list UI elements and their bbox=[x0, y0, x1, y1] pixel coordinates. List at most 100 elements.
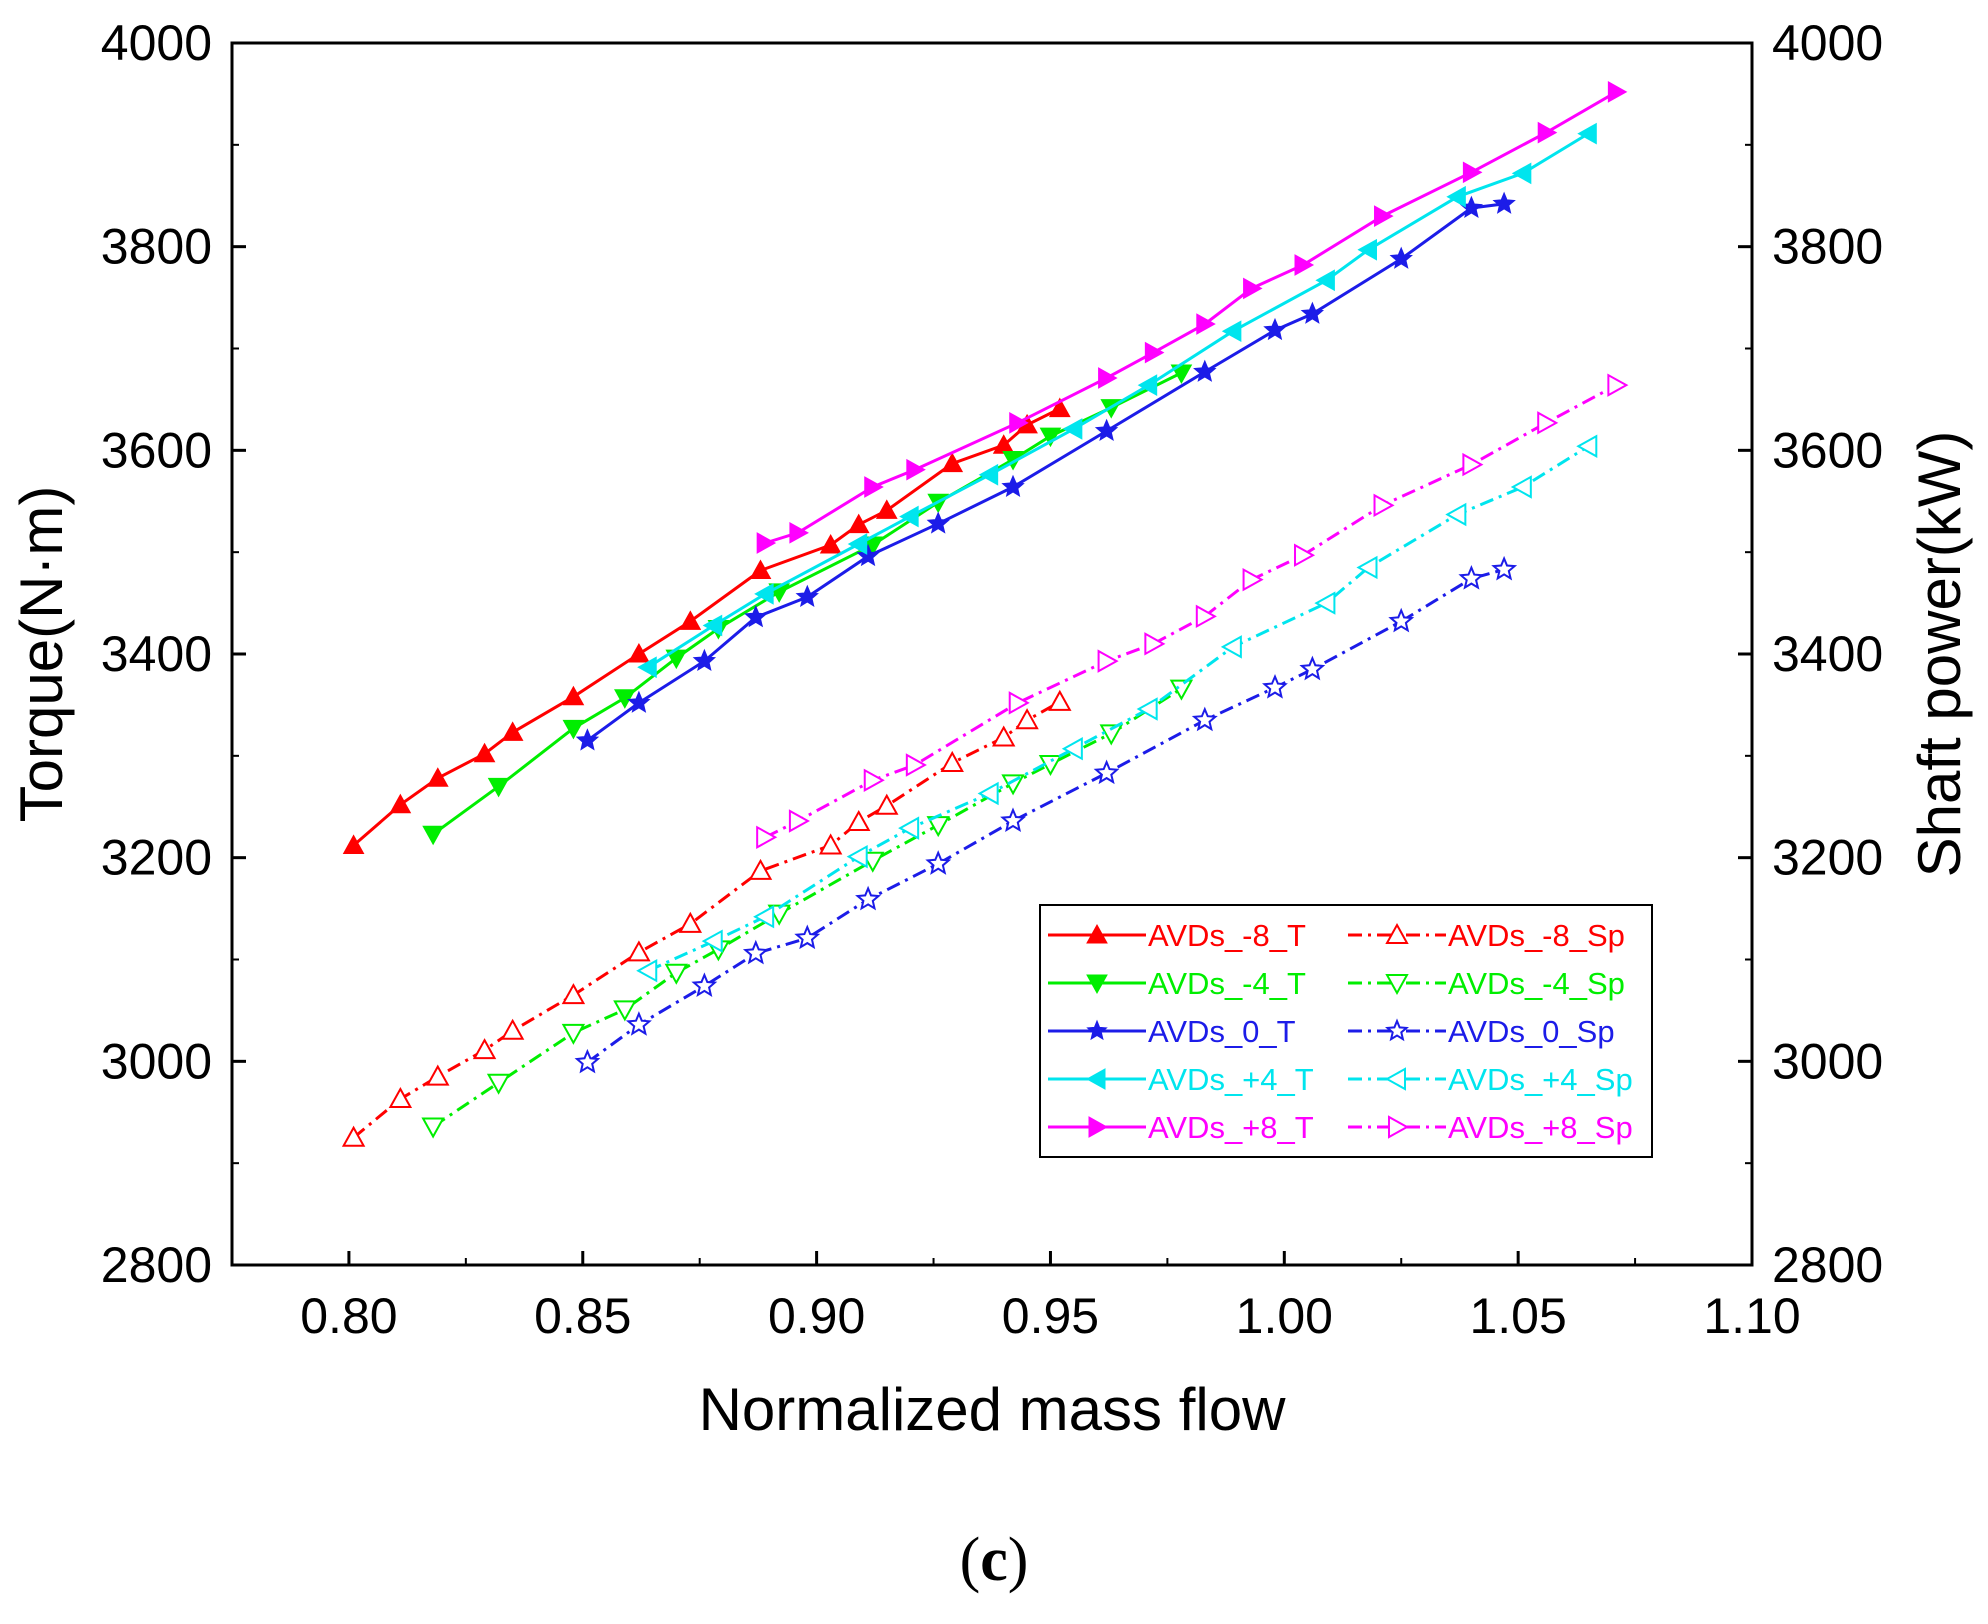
data-point bbox=[977, 781, 999, 806]
y2-tick-label: 2800 bbox=[1772, 1237, 1883, 1293]
series-AVDs_-4_T bbox=[422, 364, 1193, 846]
data-point bbox=[861, 851, 885, 873]
data-point bbox=[388, 1086, 413, 1109]
series-line bbox=[764, 90, 1618, 545]
data-point bbox=[795, 584, 819, 607]
caption-letter: c bbox=[980, 1526, 1008, 1594]
legend-marker bbox=[1085, 1068, 1106, 1090]
axes-layer: 0.80 0.85 0.90 0.95 1.00 1.05 1.10280030003200… bbox=[101, 15, 1883, 1344]
y-tick-label: 3800 bbox=[101, 219, 212, 275]
data-point bbox=[1220, 635, 1242, 659]
data-point bbox=[561, 1023, 586, 1045]
series-line bbox=[586, 202, 1505, 742]
series-line bbox=[764, 383, 1618, 839]
data-point bbox=[847, 809, 871, 832]
legend: AVDs_-8_T AVDs_-4_T AVDs_0_T AVDs_+4_T AVDs_… bbox=[1039, 904, 1653, 1158]
data-point bbox=[926, 511, 950, 534]
data-point bbox=[1262, 674, 1288, 699]
data-point bbox=[1015, 708, 1039, 730]
legend-label: AVDs_-4_T bbox=[1148, 966, 1306, 1001]
data-point bbox=[561, 983, 586, 1005]
data-point bbox=[1356, 555, 1378, 580]
data-point bbox=[899, 505, 919, 528]
legend-label: AVDs_+8_Sp bbox=[1448, 1110, 1633, 1145]
data-point bbox=[1000, 807, 1026, 832]
data-point bbox=[941, 452, 964, 473]
data-point bbox=[754, 583, 774, 605]
data-point bbox=[744, 604, 768, 628]
data-point bbox=[1195, 604, 1217, 629]
legend-entry: AVDs_+8_T bbox=[1048, 1110, 1314, 1145]
legend-entry: AVDs_-8_T bbox=[1048, 918, 1306, 953]
data-point bbox=[613, 1000, 637, 1022]
data-point bbox=[625, 1011, 652, 1036]
data-point bbox=[1061, 737, 1083, 761]
data-point bbox=[627, 690, 651, 713]
data-point bbox=[575, 728, 600, 751]
data-point bbox=[472, 1038, 497, 1060]
y-axis-title: Torque(N·m) bbox=[8, 486, 75, 823]
data-point bbox=[767, 904, 791, 926]
data-point bbox=[1445, 502, 1467, 527]
data-point bbox=[1374, 205, 1394, 227]
x-tick-label: 0.80 bbox=[300, 1288, 397, 1344]
legend-entry: AVDs_-4_Sp bbox=[1348, 966, 1625, 1001]
y2-tick-label: 3000 bbox=[1772, 1033, 1883, 1089]
data-point bbox=[1315, 269, 1335, 292]
data-point bbox=[1294, 543, 1316, 567]
data-point bbox=[756, 532, 777, 554]
data-point bbox=[905, 753, 927, 777]
data-point bbox=[500, 1018, 525, 1040]
data-point bbox=[1511, 162, 1532, 185]
y2-axis-title: Shaft power(kW) bbox=[1906, 431, 1973, 878]
data-point bbox=[1221, 320, 1242, 343]
data-point bbox=[1169, 679, 1194, 701]
legend-marker bbox=[1086, 1019, 1108, 1041]
x-tick-label: 1.05 bbox=[1469, 1288, 1566, 1344]
y-tick-label: 3400 bbox=[101, 626, 212, 682]
data-point bbox=[1048, 689, 1072, 711]
data-point bbox=[749, 559, 772, 579]
data-point bbox=[702, 614, 723, 637]
data-point bbox=[678, 911, 703, 933]
x-tick-label: 0.95 bbox=[1002, 1288, 1099, 1344]
data-point bbox=[627, 940, 651, 962]
series-AVDs_+8_Sp bbox=[756, 373, 1629, 849]
data-point bbox=[847, 513, 870, 534]
x-tick-label: 0.90 bbox=[768, 1288, 865, 1344]
x-tick-label: 1.00 bbox=[1236, 1288, 1333, 1344]
legend-marker bbox=[1385, 922, 1409, 944]
data-point bbox=[978, 463, 999, 486]
series-AVDs_-8_T bbox=[342, 397, 1071, 854]
data-point bbox=[789, 521, 809, 544]
series-line bbox=[352, 407, 1061, 847]
data-point bbox=[389, 793, 412, 814]
data-point bbox=[1193, 359, 1217, 382]
caption-close: ) bbox=[1007, 1526, 1029, 1594]
legend-marker bbox=[1086, 974, 1108, 995]
legend-entry: AVDs_+4_Sp bbox=[1348, 1062, 1633, 1097]
data-point bbox=[788, 809, 810, 833]
data-point bbox=[1196, 313, 1216, 335]
caption-open: ( bbox=[959, 1526, 981, 1594]
y-tick-label: 3000 bbox=[101, 1033, 212, 1089]
series-line bbox=[647, 445, 1590, 973]
data-point bbox=[846, 844, 868, 869]
legend-entry: AVDs_-4_T bbox=[1048, 966, 1306, 1001]
data-point bbox=[1001, 474, 1025, 497]
data-point bbox=[1607, 373, 1629, 397]
data-point bbox=[1137, 374, 1158, 397]
series-layer bbox=[341, 81, 1629, 1147]
data-point bbox=[1062, 418, 1083, 440]
data-point bbox=[1009, 411, 1029, 434]
data-point bbox=[1389, 246, 1413, 269]
data-point bbox=[1098, 367, 1118, 389]
legend-label: AVDs_+8_T bbox=[1148, 1110, 1314, 1145]
data-point bbox=[756, 825, 778, 849]
data-point bbox=[701, 929, 723, 953]
data-point bbox=[906, 458, 926, 481]
data-point bbox=[875, 793, 899, 815]
y-tick-label: 4000 bbox=[101, 15, 212, 71]
data-point bbox=[1314, 591, 1336, 615]
data-point bbox=[628, 642, 650, 663]
